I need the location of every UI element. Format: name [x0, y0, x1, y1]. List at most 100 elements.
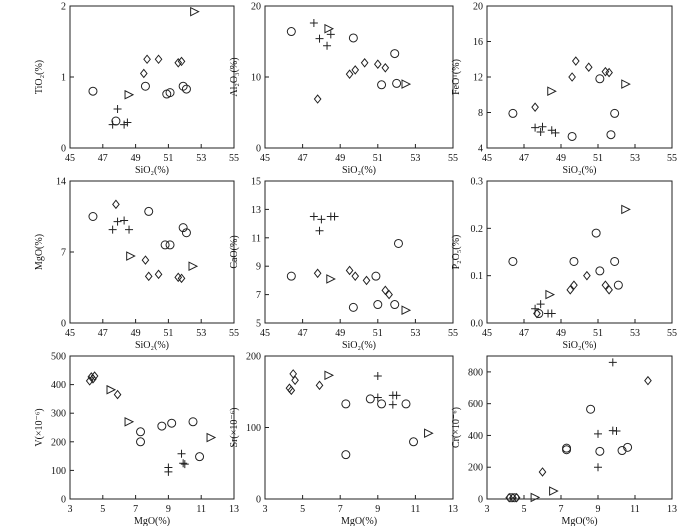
x-tick-label: 49 [556, 153, 566, 164]
plus-point [538, 122, 547, 131]
diamond-point [568, 72, 576, 82]
triangle-point [530, 492, 541, 503]
x-tick-label: 49 [131, 153, 141, 164]
panel-1: 45 47 49 51 53 55 0 1 2 SiO₂(%) TiO₂(%) [34, 2, 239, 177]
diamond-point [373, 59, 382, 70]
triangle-point [326, 274, 336, 284]
x-tick-label: 45 [482, 328, 492, 339]
plus-point [179, 459, 188, 468]
circle-point [181, 228, 191, 238]
y-tick-label: 500 [51, 352, 66, 363]
x-tick-label: 55 [229, 328, 239, 339]
diamond-point [571, 56, 580, 66]
y-tick-label: 300 [51, 409, 66, 420]
x-tick-label: 7 [133, 504, 138, 515]
y-tick-label: 8 [478, 108, 483, 119]
circle-point [167, 418, 177, 428]
x-tick-label: 47 [98, 153, 108, 164]
y-tick-label: 14 [56, 177, 66, 188]
circle-point [136, 437, 146, 447]
y-axis-label: FeOᵀ(%) [451, 59, 462, 95]
circle-point [508, 108, 518, 118]
x-tick-label: 13 [448, 504, 458, 515]
x-tick-label: 7 [338, 504, 343, 515]
panel-9: 3 5 7 9 11 13 0 200 400 600 800 MgO(%) Cr(×10⁻⁶) [451, 355, 677, 526]
x-tick-label: 13 [229, 504, 239, 515]
diamond-point [566, 285, 575, 295]
circle-point [506, 493, 516, 503]
plus-point [113, 104, 122, 113]
x-tick-label: 51 [373, 153, 383, 164]
x-tick-label: 51 [163, 153, 173, 164]
plus-point [317, 215, 326, 224]
y-tick-label: 1 [61, 73, 66, 84]
circle-point [567, 131, 577, 141]
y-tick-label: 7 [256, 290, 261, 301]
x-tick-label: 55 [667, 328, 677, 339]
circle-point [195, 452, 205, 462]
y-tick-label: 200 [51, 437, 66, 448]
diamond-point [174, 272, 183, 283]
circle-point [181, 84, 191, 94]
y-tick-label: 15 [251, 177, 261, 188]
y-tick-label: 0 [256, 495, 261, 506]
x-tick-label: 55 [448, 153, 458, 164]
plus-point [373, 393, 382, 402]
diamond-point [570, 280, 578, 290]
y-tick-label: 5 [256, 319, 261, 330]
x-tick-label: 47 [298, 153, 308, 164]
x-tick-label: 53 [410, 153, 420, 164]
x-tick-label: 11 [630, 504, 640, 515]
y-axis-label: Sr(×10⁻⁶) [229, 408, 240, 448]
x-tick-label: 11 [196, 504, 206, 515]
circle-point [591, 228, 601, 238]
plot-frame [69, 180, 235, 324]
triangle-point [126, 251, 136, 261]
panel-6: 45 47 49 51 53 55 0.0 0.1 0.2 0.3 SiO₂(%) P₂O₅(%) [451, 177, 677, 352]
diamond-point [345, 69, 354, 79]
circle-point [401, 399, 411, 409]
circle-point [348, 33, 358, 43]
circle-point [617, 446, 627, 456]
circle-point [595, 74, 605, 84]
diamond-point [313, 268, 322, 279]
circle-point [165, 240, 175, 250]
y-tick-label: 2 [61, 2, 66, 13]
plus-point [392, 391, 401, 400]
circle-point [140, 81, 150, 91]
triangle-point [621, 79, 631, 89]
diamond-point [531, 102, 539, 112]
x-axis-label: SiO₂(%) [342, 165, 376, 176]
x-tick-label: 3 [485, 504, 490, 515]
circle-point [393, 238, 403, 248]
circle-point [286, 271, 296, 281]
plus-point [125, 225, 134, 234]
x-tick-label: 49 [131, 328, 141, 339]
x-tick-label: 3 [263, 504, 268, 515]
triangle-point [621, 204, 631, 215]
y-tick-label: 16 [473, 37, 483, 48]
triangle-point [545, 289, 556, 300]
diamond-point [177, 56, 186, 67]
x-axis-label: SiO₂(%) [562, 340, 596, 351]
triangle-point [324, 370, 335, 381]
x-tick-label: 53 [410, 328, 420, 339]
y-tick-label: 20 [251, 2, 261, 13]
y-tick-label: 13 [251, 205, 261, 216]
plus-point [536, 128, 545, 137]
x-tick-label: 55 [667, 153, 677, 164]
diamond-point [113, 389, 122, 400]
plot-frame [264, 5, 454, 149]
circle-point [508, 256, 518, 266]
x-tick-label: 5 [522, 504, 527, 515]
x-tick-label: 13 [667, 504, 677, 515]
y-axis-label: P₂O₅(%) [451, 235, 462, 270]
y-tick-label: 0.3 [471, 177, 484, 188]
y-tick-label: 200 [246, 352, 261, 363]
x-tick-label: 9 [375, 504, 380, 515]
diamond-point [351, 271, 360, 281]
diamond-point [512, 492, 521, 503]
triangle-point [401, 79, 412, 89]
circle-point [610, 256, 620, 266]
circle-point [390, 49, 400, 59]
